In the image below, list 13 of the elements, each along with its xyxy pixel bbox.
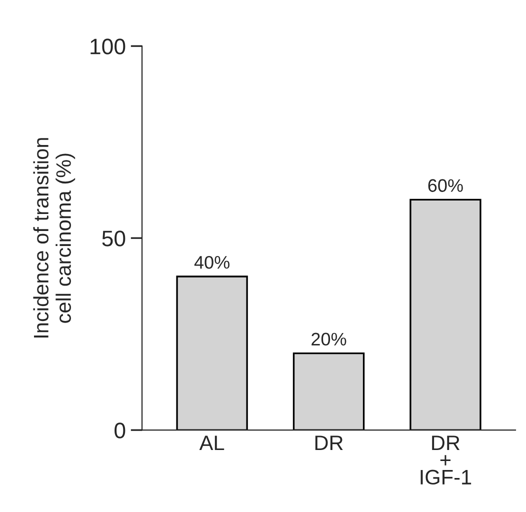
- data-label: 60%: [428, 179, 463, 192]
- bar: [292, 352, 365, 430]
- x-tick-label: DR + IGF-1: [420, 436, 472, 485]
- y-axis-title: Incidence of transition cell carcinoma (%): [33, 138, 76, 338]
- y-tick-label: 50: [102, 230, 126, 246]
- bar: [410, 198, 482, 430]
- data-label: 40%: [194, 256, 230, 269]
- x-tick-label: DR: [315, 436, 343, 450]
- y-tick-label: 0: [114, 422, 126, 438]
- data-label: 20%: [312, 332, 346, 346]
- y-tick-label: 100: [90, 38, 126, 54]
- bar: [176, 276, 248, 430]
- x-tick-label: AL: [199, 436, 224, 450]
